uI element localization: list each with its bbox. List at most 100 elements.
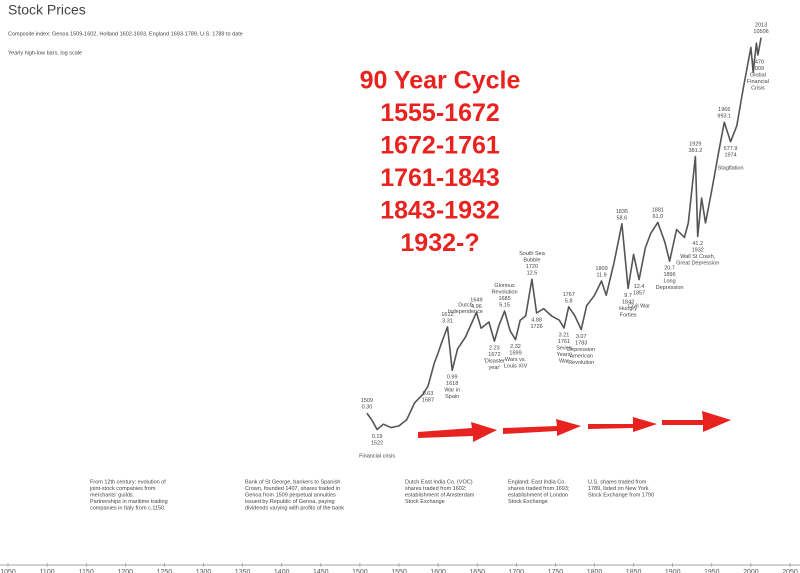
arrow bbox=[588, 417, 657, 432]
annotation: Stagflation bbox=[718, 166, 744, 172]
annotation: 'Disaster bbox=[484, 359, 505, 365]
annotation: 1509 bbox=[361, 398, 373, 404]
cycle-text: 1843-1932 bbox=[380, 197, 500, 225]
annotation: 1966 bbox=[718, 107, 730, 113]
cycle-text: 1555-1672 bbox=[380, 99, 500, 127]
price-line bbox=[366, 37, 762, 431]
chart-note: Yearly high-low bars, log scale bbox=[8, 50, 82, 56]
annotation: South Sea bbox=[519, 251, 546, 257]
historical-note: companies in Italy from c.1150. bbox=[90, 505, 166, 511]
annotation: 12.4 bbox=[634, 284, 645, 290]
annotation: 10506 bbox=[753, 29, 768, 35]
cycle-text: 1672-1761 bbox=[380, 132, 500, 160]
annotation: Hungry bbox=[619, 306, 637, 312]
annotation: 0.30 bbox=[362, 405, 373, 411]
cycle-text: 90 Year Cycle bbox=[360, 67, 521, 95]
x-tick-label: 1900 bbox=[665, 569, 681, 573]
annotation: 58.6 bbox=[617, 215, 628, 221]
annotation: 1685 bbox=[498, 296, 510, 302]
x-tick-label: 1850 bbox=[626, 569, 642, 573]
annotation: 41.2 bbox=[692, 241, 703, 247]
x-tick-label: 1400 bbox=[274, 569, 290, 573]
annotation: 4.88 bbox=[531, 317, 542, 323]
x-tick-label: 1950 bbox=[704, 569, 720, 573]
annotation: 2013 bbox=[755, 23, 767, 29]
annotation: 5.8 bbox=[565, 298, 573, 304]
annotation: 1974 bbox=[724, 153, 736, 159]
annotation: Depression bbox=[567, 347, 595, 353]
annotation: Long bbox=[663, 279, 675, 285]
annotation: year' bbox=[489, 365, 501, 371]
cycle-text: 1761-1843 bbox=[380, 164, 500, 192]
x-tick-label: 1100 bbox=[40, 569, 55, 573]
annotation: 577.9 bbox=[724, 146, 738, 152]
annotation: 9.7 bbox=[624, 293, 632, 299]
annotation: Spain bbox=[445, 394, 459, 400]
chart-subtitle: Composite index: Genoa 1509-1602, Hollan… bbox=[8, 31, 243, 37]
arrows bbox=[418, 411, 731, 442]
annotation: Forties bbox=[620, 312, 637, 318]
annotation: 1587 bbox=[422, 397, 434, 403]
historical-note: Genoa from 1509 perpetual annuities bbox=[245, 492, 336, 498]
arrow bbox=[662, 411, 731, 432]
x-tick-label: 1150 bbox=[79, 569, 94, 573]
annotation: Wars vs. bbox=[505, 357, 527, 363]
historical-note: 1789, listed on New York bbox=[588, 486, 649, 492]
annotation: 4.96 bbox=[471, 304, 482, 310]
annotation: 1720 bbox=[526, 264, 538, 270]
annotation: 1618 bbox=[446, 381, 458, 387]
historical-note: Dutch East India Co. (VOC) bbox=[405, 479, 473, 485]
annotation: 5.15 bbox=[499, 303, 510, 309]
historical-note: From 12th century: evolution of bbox=[90, 479, 166, 485]
annotation: Revolution bbox=[492, 290, 518, 296]
annotation: 1835 bbox=[616, 209, 628, 215]
arrow bbox=[418, 422, 497, 442]
x-tick-label: 1500 bbox=[352, 569, 368, 573]
annotation: Civil War bbox=[628, 304, 650, 310]
annotation: 1612 bbox=[441, 312, 453, 318]
annotation: 0.99 bbox=[447, 375, 458, 381]
historical-note: England: East India Co. bbox=[508, 479, 566, 485]
annotation: 61.0 bbox=[652, 214, 663, 220]
annotation: 1929 bbox=[689, 142, 701, 148]
historical-note: establishment of Amsterdam bbox=[405, 492, 475, 498]
annotation: Financial crisis bbox=[359, 453, 395, 459]
arrow bbox=[503, 419, 581, 436]
annotation: 3.21 bbox=[559, 332, 570, 338]
annotation: 3.07 bbox=[576, 334, 587, 340]
annotation: 1672 bbox=[488, 352, 500, 358]
historical-note: establishment of London bbox=[508, 492, 568, 498]
annotation: 6470 bbox=[752, 59, 764, 65]
annotation: Seven bbox=[556, 345, 572, 351]
annotation: 1809 bbox=[595, 266, 607, 272]
historical-note: issued by Republic of Genoa, paying bbox=[245, 499, 335, 505]
annotation: American bbox=[570, 354, 593, 360]
annotation: War bbox=[559, 358, 569, 364]
historical-note: dividends varying with profits of the ba… bbox=[245, 505, 344, 511]
historical-note: Crown, founded 1407, shares traded in bbox=[245, 486, 340, 492]
annotation: Bubble bbox=[523, 258, 540, 264]
annotation: 1857 bbox=[633, 291, 645, 297]
annotation: Global bbox=[750, 72, 766, 78]
historical-note: Partnerships in maritime trading bbox=[90, 499, 168, 505]
annotation: 1699 bbox=[509, 351, 521, 357]
annotation: 381.2 bbox=[688, 148, 702, 154]
historical-note: U.S. shares traded from bbox=[588, 479, 647, 485]
x-tick-label: 1350 bbox=[235, 569, 251, 573]
x-tick-label: 1250 bbox=[157, 569, 173, 573]
annotation: 1767 bbox=[563, 292, 575, 298]
cycle-text: 1932-? bbox=[400, 229, 479, 257]
x-tick-label: 1800 bbox=[587, 569, 603, 573]
historical-note: Stock Exchange from 1790 bbox=[588, 492, 654, 498]
annotation: Glorious bbox=[494, 283, 515, 289]
historical-note: shares traded from 1602; bbox=[405, 486, 467, 492]
x-tick-label: 2050 bbox=[782, 569, 798, 573]
annotation: 1932 bbox=[692, 247, 704, 253]
historical-note: shares traded from 1693; bbox=[508, 486, 570, 492]
annotation: 1843 bbox=[622, 299, 634, 305]
chart-title: Stock Prices bbox=[8, 2, 86, 18]
x-tick-label: 1750 bbox=[548, 569, 564, 573]
annotation: Independence bbox=[448, 309, 483, 315]
annotation: War in bbox=[444, 388, 460, 394]
